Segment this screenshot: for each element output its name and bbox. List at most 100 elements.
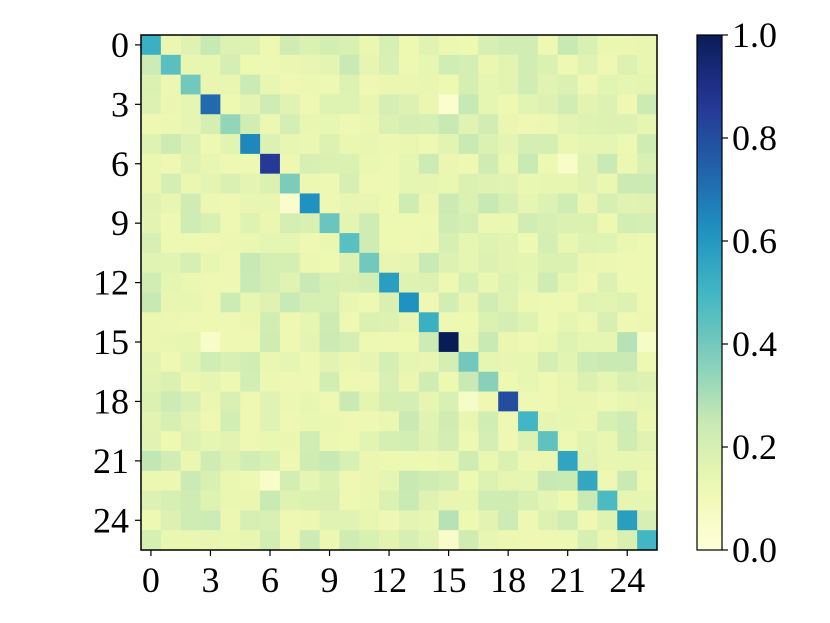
- heatmap-cell: [498, 490, 519, 511]
- heatmap-cell: [319, 173, 341, 195]
- heatmap-cell: [438, 74, 460, 96]
- heatmap-cell: [299, 35, 321, 56]
- heatmap-cell: [260, 312, 281, 333]
- heatmap-cell: [260, 252, 281, 274]
- heatmap-cell: [180, 193, 202, 214]
- heatmap-cell: [537, 213, 559, 234]
- heatmap-cell: [498, 411, 519, 432]
- heatmap-cell: [518, 332, 539, 353]
- heatmap-cell: [160, 134, 182, 155]
- heatmap-cell: [240, 371, 261, 393]
- heatmap-cell: [279, 134, 301, 155]
- heatmap-cell: [478, 510, 499, 531]
- heatmap-cell: [379, 213, 400, 234]
- y-tick-label: 12: [93, 263, 129, 303]
- heatmap-cell: [498, 450, 519, 472]
- heatmap-cell: [399, 351, 420, 373]
- heatmap-cell: [319, 134, 341, 155]
- heatmap-cell: [141, 332, 162, 353]
- heatmap-cell: [180, 332, 202, 353]
- heatmap-cell: [418, 153, 440, 175]
- heatmap-cell: [399, 530, 420, 551]
- heatmap-cell: [180, 252, 202, 274]
- heatmap-cell: [438, 510, 460, 531]
- heatmap-cell: [141, 94, 162, 115]
- heatmap-cell: [637, 153, 658, 175]
- heatmap-cell: [339, 134, 360, 155]
- heatmap-cell: [220, 470, 241, 492]
- heatmap-cell: [160, 114, 182, 135]
- heatmap-cell: [617, 114, 638, 135]
- heatmap-cell: [180, 54, 202, 76]
- heatmap-cell: [458, 74, 479, 96]
- heatmap-cell: [379, 173, 400, 195]
- heatmap-cell: [319, 193, 341, 214]
- heatmap-cell: [299, 530, 321, 551]
- heatmap-cell: [518, 411, 539, 432]
- heatmap-cell: [200, 450, 221, 472]
- heatmap-cell: [577, 173, 599, 195]
- heatmap-cell: [557, 54, 579, 76]
- heatmap-cell: [399, 233, 420, 254]
- heatmap-cell: [438, 193, 460, 214]
- heatmap-cell: [478, 470, 499, 492]
- heatmap-cell: [418, 173, 440, 195]
- heatmap-cell: [418, 470, 440, 492]
- heatmap-cell: [359, 292, 380, 313]
- heatmap-cell: [141, 450, 162, 472]
- heatmap-cell: [319, 530, 341, 551]
- heatmap-cell: [160, 153, 182, 175]
- heatmap-cell: [240, 54, 261, 76]
- heatmap-cell: [418, 490, 440, 511]
- heatmap-cell: [438, 272, 460, 294]
- heatmap-cell: [557, 292, 579, 313]
- heatmap-cell: [399, 193, 420, 214]
- heatmap-cell: [180, 411, 202, 432]
- heatmap-cell: [180, 431, 202, 452]
- heatmap-cell: [617, 391, 638, 412]
- heatmap-cell: [617, 510, 638, 531]
- heatmap-cell: [637, 173, 658, 195]
- heatmap-cell: [498, 391, 519, 412]
- heatmap-cell: [339, 312, 360, 333]
- heatmap-cell: [200, 272, 221, 294]
- heatmap-cell: [478, 431, 499, 452]
- heatmap-cell: [498, 312, 519, 333]
- heatmap-cell: [418, 332, 440, 353]
- heatmap-cell: [537, 371, 559, 393]
- heatmap-cell: [458, 54, 479, 76]
- heatmap-cell: [379, 233, 400, 254]
- heatmap-cell: [438, 530, 460, 551]
- heatmap-cell: [260, 332, 281, 353]
- heatmap-cell: [299, 312, 321, 333]
- heatmap-cell: [379, 391, 400, 412]
- heatmap-cell: [399, 153, 420, 175]
- heatmap-cell: [220, 35, 241, 56]
- heatmap-cell: [319, 510, 341, 531]
- heatmap-cell: [617, 411, 638, 432]
- heatmap-cell: [339, 74, 360, 96]
- heatmap-cell: [299, 233, 321, 254]
- heatmap-cell: [597, 153, 618, 175]
- heatmap-cell: [577, 213, 599, 234]
- heatmap-cell: [299, 94, 321, 115]
- heatmap-cell: [577, 233, 599, 254]
- heatmap-cell: [279, 490, 301, 511]
- heatmap-cell: [359, 193, 380, 214]
- heatmap-cell: [160, 371, 182, 393]
- heatmap-cell: [339, 351, 360, 373]
- heatmap-cell: [200, 292, 221, 313]
- heatmap-cell: [160, 431, 182, 452]
- heatmap-cell: [180, 114, 202, 135]
- heatmap-cell: [279, 371, 301, 393]
- heatmap-cell: [458, 530, 479, 551]
- heatmap-cell: [180, 530, 202, 551]
- heatmap-cell: [240, 351, 261, 373]
- heatmap-cell: [180, 490, 202, 511]
- heatmap-cell: [141, 35, 162, 56]
- heatmap-cell: [458, 351, 479, 373]
- heatmap-cell: [220, 153, 241, 175]
- heatmap-cell: [141, 252, 162, 274]
- heatmap-cell: [359, 411, 380, 432]
- heatmap-cell: [478, 272, 499, 294]
